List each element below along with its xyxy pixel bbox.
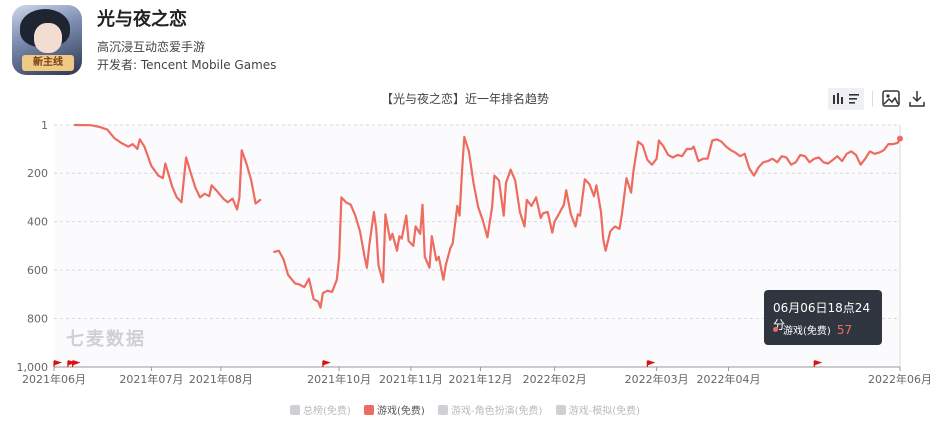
x-tick-label: 2022年03月 <box>625 372 689 386</box>
image-icon <box>882 90 900 107</box>
legend-swatch <box>555 405 566 415</box>
tooltip-value: 57 <box>836 323 853 337</box>
chart-type-toggle[interactable] <box>828 88 864 110</box>
x-tick-label: 2021年11月 <box>379 372 443 386</box>
legend-item-games-free[interactable]: 游戏(免费) <box>363 402 425 417</box>
tooltip-series-name: 游戏(免费) <box>783 326 831 337</box>
legend-swatch <box>437 405 448 415</box>
download-icon <box>909 91 925 107</box>
icon-badge: 新主线 <box>22 55 74 71</box>
y-tick-label: 600 <box>27 264 48 277</box>
y-tick-label: 800 <box>27 313 48 326</box>
flag-cloth <box>54 360 62 366</box>
legend-swatch <box>363 405 374 415</box>
legend-item-total-free[interactable]: 总榜(免费) <box>289 402 351 417</box>
download-button[interactable] <box>906 88 928 110</box>
flag-cloth <box>647 360 656 366</box>
event-flag-icon <box>67 360 76 367</box>
legend-label: 总榜(免费) <box>302 406 351 417</box>
hover-point <box>897 135 903 142</box>
legend-item-rpg-free[interactable]: 游戏-角色扮演(免费) <box>437 402 543 417</box>
x-tick-label: 2021年06月 <box>22 372 86 386</box>
y-tick-label: 1,000 <box>17 361 49 374</box>
series-lines <box>73 123 903 309</box>
app-subtitle: 高沉浸互动恋爱手游 <box>97 40 206 54</box>
chart-tooltip: 06月06日18点24分 游戏(免费) 57 <box>764 290 882 345</box>
app-title: 光与夜之恋 <box>97 9 187 30</box>
legend-label: 游戏-角色扮演(免费) <box>450 406 543 417</box>
x-axis: 2021年06月 2021年07月 2021年08月 2021年10月 2021年11月… <box>22 366 930 386</box>
series-line <box>273 135 640 309</box>
legend-item-simulation-free[interactable]: 游戏-模拟(免费) <box>555 402 641 417</box>
icon-artwork-face <box>34 23 62 53</box>
chart-title: 【光与夜之恋】近一年排名趋势 <box>380 92 549 106</box>
watermark: 七麦数据 <box>66 329 146 350</box>
event-markers <box>53 360 823 367</box>
legend-label: 游戏-模拟(免费) <box>568 406 641 417</box>
flag-cloth <box>814 360 823 366</box>
series-line <box>637 137 902 177</box>
event-flag-icon <box>813 360 823 367</box>
chart-toolbar <box>828 88 928 110</box>
flag-cloth <box>72 360 81 366</box>
series-line <box>73 123 262 211</box>
event-flag-icon <box>71 360 81 367</box>
x-tick-label: 2021年07月 <box>119 372 183 386</box>
x-tick-label: 2022年04月 <box>696 372 760 386</box>
toolbar-divider <box>872 91 873 107</box>
save-image-button[interactable] <box>880 88 902 110</box>
x-tick-label: 2021年12月 <box>448 372 512 386</box>
y-tick-label: 400 <box>27 216 48 229</box>
y-tick-label: 1 <box>41 119 48 132</box>
app-icon: 新主线 <box>12 5 82 75</box>
flag-cloth <box>322 360 331 366</box>
event-flag-icon <box>53 360 62 367</box>
event-flag-icon <box>322 360 331 367</box>
event-flag-icon <box>646 360 656 367</box>
chart-legend: 总榜(免费) 游戏(免费) 游戏-角色扮演(免费) 游戏-模拟(免费) <box>0 402 930 417</box>
bar-chart-icon <box>833 93 859 104</box>
app-developer: 开发者: Tencent Mobile Games <box>97 58 277 72</box>
tooltip-series-dot <box>773 327 778 332</box>
y-axis: 1 200 400 600 800 1,000 <box>17 119 49 374</box>
tooltip-series-row: 游戏(免费) 57 <box>773 322 852 337</box>
x-tick-label: 2022年06月 <box>868 372 930 386</box>
x-tick-label: 2021年10月 <box>307 372 371 386</box>
flag-cloth <box>67 360 76 366</box>
legend-label: 游戏(免费) <box>376 406 425 417</box>
y-tick-label: 200 <box>27 167 48 180</box>
x-tick-label: 2022年02月 <box>523 372 587 386</box>
x-tick-label: 2021年08月 <box>189 372 253 386</box>
legend-swatch <box>289 405 300 415</box>
